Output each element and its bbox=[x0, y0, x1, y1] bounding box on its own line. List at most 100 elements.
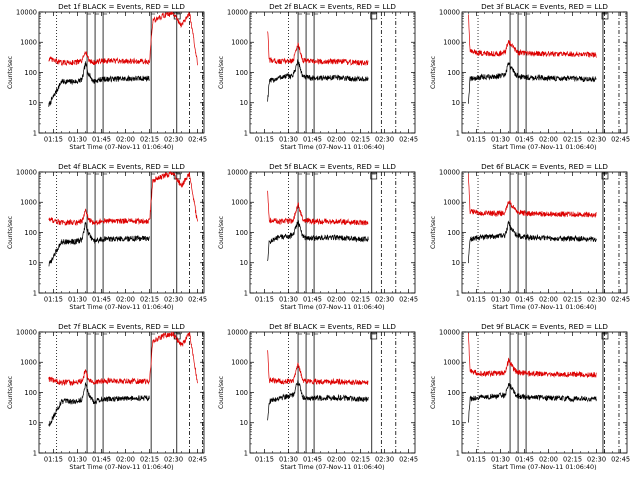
series-line-events bbox=[267, 59, 369, 102]
plot-frame bbox=[461, 171, 628, 294]
x-tick-label: 02:30 bbox=[587, 456, 606, 464]
x-tick-label: 02:45 bbox=[188, 456, 207, 464]
box-marker bbox=[370, 332, 378, 340]
x-tick-label: 02:45 bbox=[188, 136, 207, 144]
x-tick-label: 02:00 bbox=[116, 456, 135, 464]
x-tick-label: 02:30 bbox=[587, 296, 606, 304]
x-tick-label: 01:30 bbox=[491, 296, 510, 304]
x-tick-label: 02:30 bbox=[164, 136, 183, 144]
x-tick-label: 01:15 bbox=[44, 296, 63, 304]
y-tick-label: 10000 bbox=[439, 168, 460, 176]
x-tick-label: 01:15 bbox=[467, 456, 486, 464]
x-tick-label: 01:30 bbox=[68, 296, 87, 304]
x-tick-label: 01:30 bbox=[279, 456, 298, 464]
y-tick-label: 10000 bbox=[439, 328, 460, 336]
y-tick-label: 10 bbox=[452, 419, 460, 427]
y-tick-label: 1 bbox=[33, 449, 37, 457]
y-tick-label: 10 bbox=[29, 99, 37, 107]
y-tick-label: 10 bbox=[452, 99, 460, 107]
series-line-events bbox=[267, 219, 369, 262]
y-tick-label: 100 bbox=[24, 69, 37, 77]
x-tick-label: 01:15 bbox=[255, 296, 274, 304]
x-axis-label: Start Time (07-Nov-11 01:06:40) bbox=[280, 303, 384, 311]
x-axis-label: Start Time (07-Nov-11 01:06:40) bbox=[492, 463, 596, 471]
panel-9f: Det 9f BLACK = Events, RED = LLD 1 10 100 10… bbox=[430, 322, 630, 471]
y-tick-label: 10 bbox=[452, 259, 460, 267]
x-tick-label: 01:30 bbox=[279, 136, 298, 144]
x-tick-label: 02:15 bbox=[351, 136, 370, 144]
y-tick-label: 10 bbox=[240, 99, 248, 107]
box-marker bbox=[601, 332, 609, 340]
y-tick-label: 100 bbox=[24, 389, 37, 397]
y-tick-label: 10 bbox=[240, 419, 248, 427]
x-tick-label: 02:45 bbox=[611, 136, 630, 144]
panel-title: Det 8f BLACK = Events, RED = LLD bbox=[269, 322, 396, 331]
series-line-events bbox=[267, 379, 369, 421]
y-tick-label: 1000 bbox=[20, 359, 37, 367]
series-line-events bbox=[468, 62, 597, 104]
x-axis-label: Start Time (07-Nov-11 01:06:40) bbox=[69, 143, 173, 151]
series-line-lld bbox=[48, 11, 198, 67]
x-tick-label: 02:45 bbox=[399, 136, 418, 144]
x-tick-label: 01:45 bbox=[515, 136, 534, 144]
y-tick-label: 10000 bbox=[227, 168, 248, 176]
y-tick-label: 10 bbox=[29, 419, 37, 427]
y-tick-label: 1 bbox=[244, 129, 248, 137]
y-axis-label: Counts/sec bbox=[218, 216, 225, 249]
plot-frame bbox=[38, 331, 205, 454]
x-tick-label: 01:15 bbox=[255, 456, 274, 464]
x-tick-label: 01:30 bbox=[491, 136, 510, 144]
x-tick-label: 01:45 bbox=[92, 296, 111, 304]
x-tick-label: 01:45 bbox=[303, 136, 322, 144]
y-tick-label: 1000 bbox=[20, 39, 37, 47]
x-tick-label: 02:15 bbox=[351, 296, 370, 304]
x-tick-label: 02:15 bbox=[351, 456, 370, 464]
y-tick-label: 1000 bbox=[231, 359, 248, 367]
y-tick-label: 1 bbox=[33, 129, 37, 137]
x-axis-label: Start Time (07-Nov-11 01:06:40) bbox=[492, 143, 596, 151]
y-tick-label: 1 bbox=[244, 289, 248, 297]
y-tick-label: 10000 bbox=[16, 328, 37, 336]
y-tick-label: 1 bbox=[33, 289, 37, 297]
y-tick-label: 100 bbox=[235, 69, 248, 77]
y-tick-label: 1 bbox=[244, 449, 248, 457]
y-axis-label: Counts/sec bbox=[218, 56, 225, 89]
x-tick-label: 02:00 bbox=[116, 136, 135, 144]
x-tick-label: 01:30 bbox=[68, 136, 87, 144]
y-tick-label: 1000 bbox=[231, 199, 248, 207]
panel-title: Det 9f BLACK = Events, RED = LLD bbox=[481, 322, 608, 331]
x-tick-label: 02:45 bbox=[188, 296, 207, 304]
x-tick-label: 02:15 bbox=[140, 456, 159, 464]
panel-title: Det 7f BLACK = Events, RED = LLD bbox=[58, 322, 185, 331]
x-tick-label: 01:15 bbox=[44, 136, 63, 144]
x-axis-label: Start Time (07-Nov-11 01:06:40) bbox=[492, 303, 596, 311]
y-tick-label: 1 bbox=[456, 449, 460, 457]
x-tick-label: 01:45 bbox=[303, 456, 322, 464]
x-tick-label: 02:30 bbox=[375, 136, 394, 144]
x-tick-label: 02:30 bbox=[375, 456, 394, 464]
series-line-lld bbox=[267, 31, 369, 66]
panel-6f: Det 6f BLACK = Events, RED = LLD 1 10 100 10… bbox=[430, 162, 630, 311]
y-tick-label: 100 bbox=[447, 389, 460, 397]
x-tick-label: 01:45 bbox=[303, 296, 322, 304]
x-tick-label: 02:45 bbox=[399, 296, 418, 304]
x-tick-label: 02:00 bbox=[327, 296, 346, 304]
plot-frame bbox=[249, 11, 416, 134]
x-tick-label: 01:15 bbox=[467, 296, 486, 304]
y-tick-label: 100 bbox=[235, 389, 248, 397]
panel-title: Det 2f BLACK = Events, RED = LLD bbox=[269, 2, 396, 11]
y-axis-label: Counts/sec bbox=[430, 56, 437, 89]
y-tick-label: 1 bbox=[456, 289, 460, 297]
y-axis-label: Counts/sec bbox=[7, 216, 14, 249]
x-axis-label: Start Time (07-Nov-11 01:06:40) bbox=[280, 463, 384, 471]
y-tick-label: 100 bbox=[235, 229, 248, 237]
x-tick-label: 01:15 bbox=[255, 136, 274, 144]
panel-title: Det 4f BLACK = Events, RED = LLD bbox=[58, 162, 185, 171]
x-tick-label: 01:45 bbox=[515, 456, 534, 464]
panel-5f: Det 5f BLACK = Events, RED = LLD 1 10 100 10… bbox=[218, 162, 418, 311]
x-tick-label: 02:00 bbox=[327, 456, 346, 464]
y-tick-label: 1000 bbox=[443, 39, 460, 47]
y-tick-label: 1000 bbox=[443, 199, 460, 207]
y-tick-label: 1000 bbox=[231, 39, 248, 47]
